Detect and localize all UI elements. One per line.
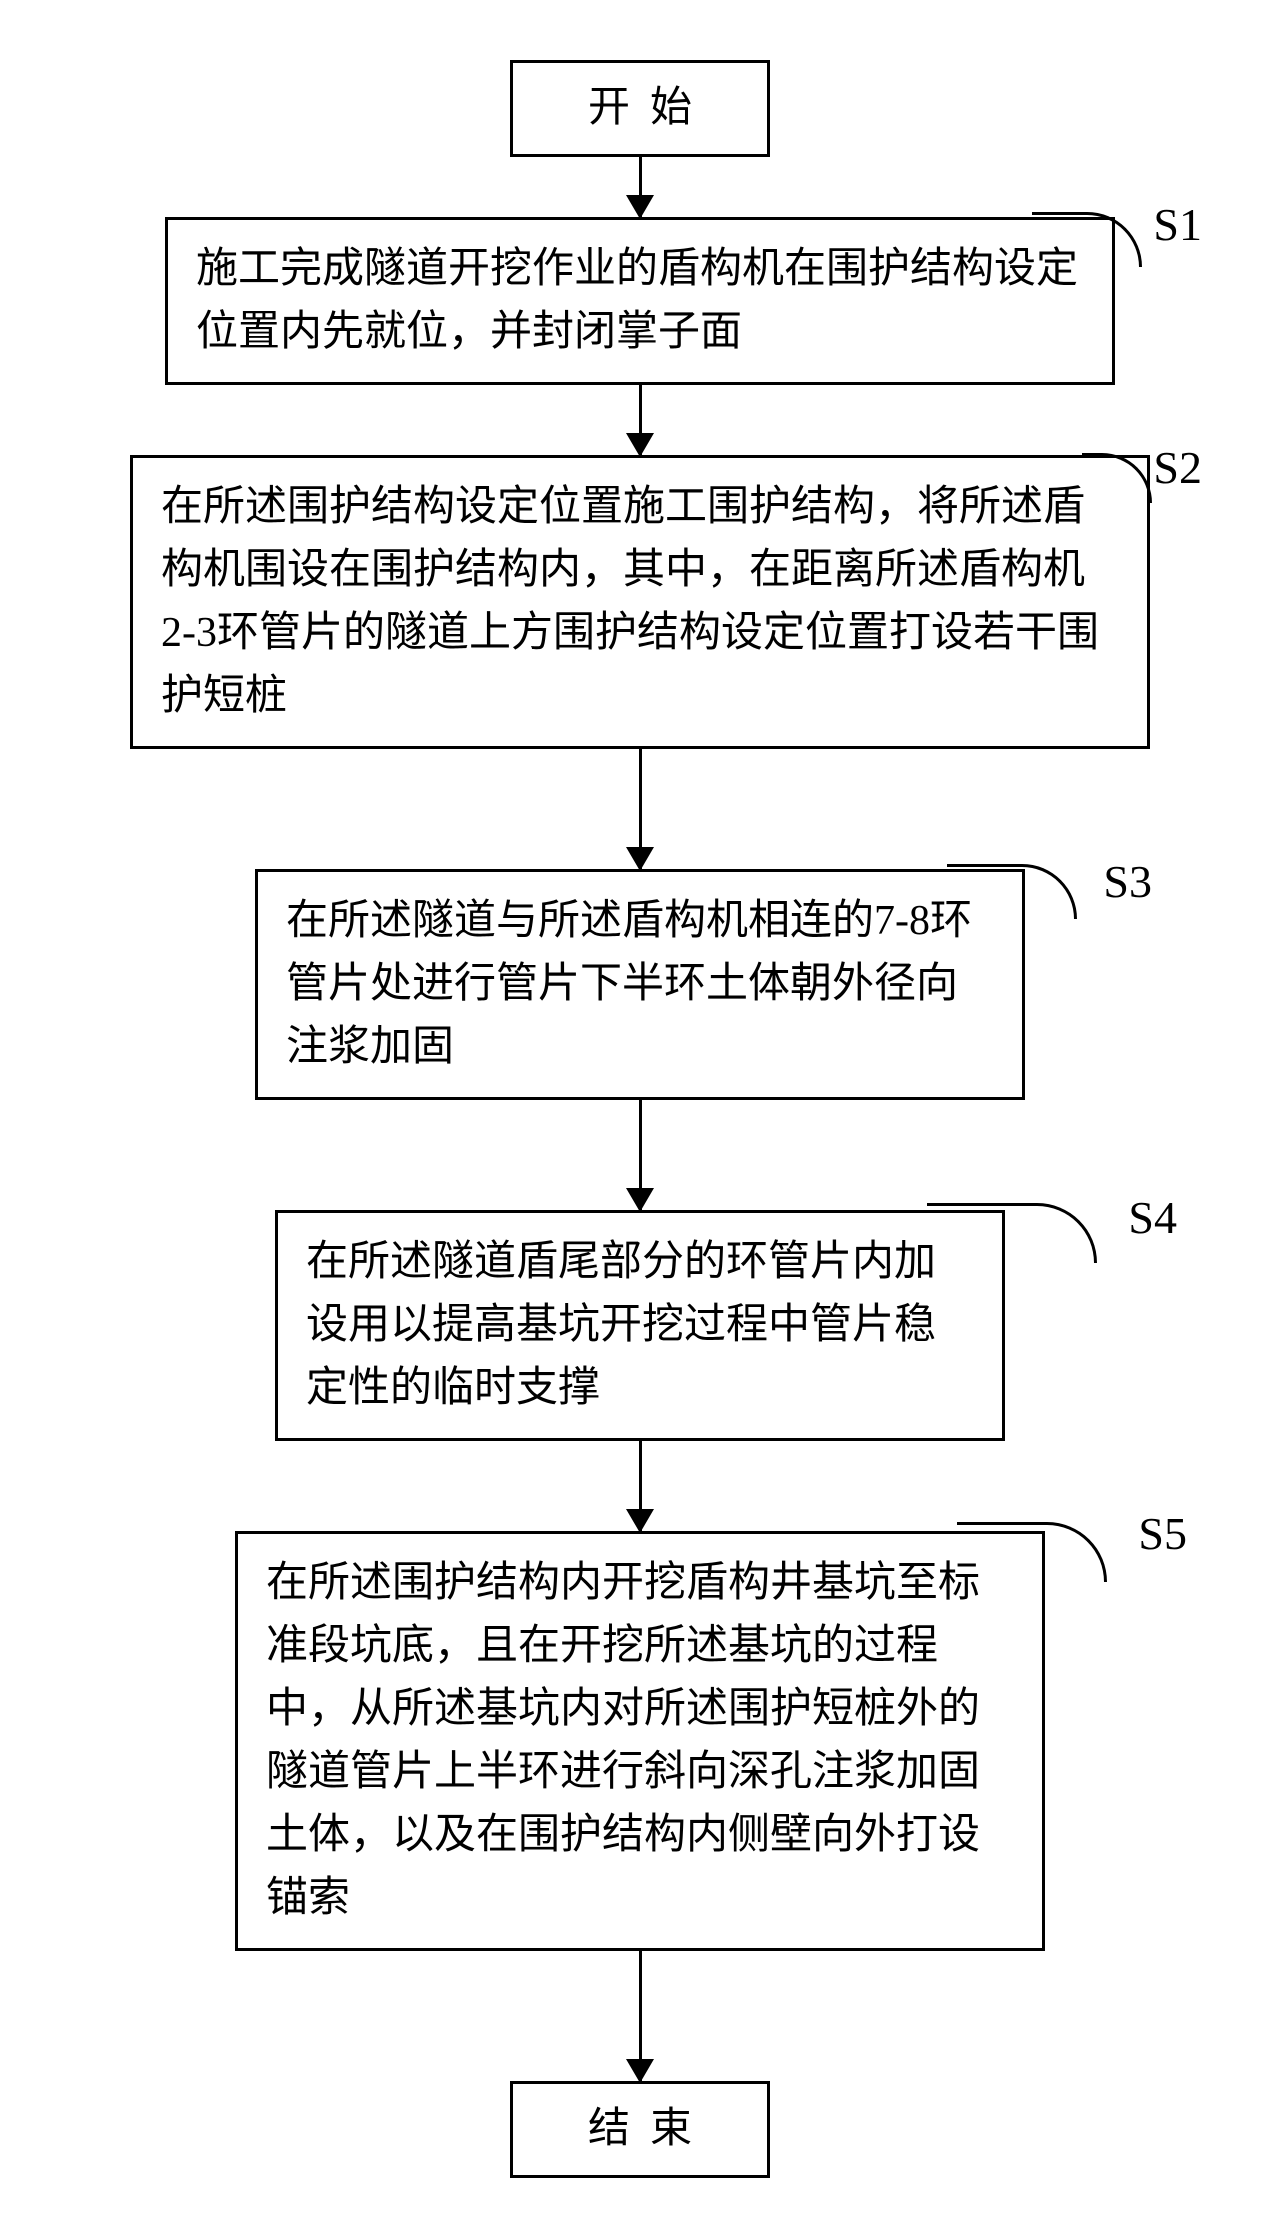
arrow-5: [639, 1951, 642, 2081]
s3-connector: [947, 864, 1077, 919]
step-s3-text: 在所述隧道与所述盾构机相连的7-8环管片处进行管片下半环土体朝外径向注浆加固: [286, 898, 972, 1070]
arrow-2: [639, 749, 642, 869]
end-node: 结束: [510, 2081, 770, 2178]
arrow-1: [639, 385, 642, 455]
step-s1: 施工完成隧道开挖作业的盾构机在围护结构设定位置内先就位，并封闭掌子面 S1: [165, 217, 1115, 385]
s4-connector: [927, 1203, 1097, 1263]
start-node: 开始: [510, 60, 770, 157]
step-s2: 在所述围护结构设定位置施工围护结构，将所述盾构机围设在围护结构内，其中，在距离所…: [130, 455, 1150, 749]
s3-label: S3: [1103, 847, 1152, 916]
s2-label: S2: [1153, 433, 1202, 502]
arrow-4: [639, 1441, 642, 1531]
s1-connector: [1032, 212, 1142, 267]
s5-label: S5: [1138, 1499, 1187, 1568]
step-s3: 在所述隧道与所述盾构机相连的7-8环管片处进行管片下半环土体朝外径向注浆加固 S…: [255, 869, 1025, 1100]
s5-connector: [957, 1522, 1107, 1582]
step-s4-text: 在所述隧道盾尾部分的环管片内加设用以提高基坑开挖过程中管片稳定性的临时支撑: [306, 1239, 936, 1411]
s4-label: S4: [1128, 1183, 1177, 1252]
step-s2-text: 在所述围护结构设定位置施工围护结构，将所述盾构机围设在围护结构内，其中，在距离所…: [161, 484, 1099, 719]
s1-label: S1: [1153, 190, 1202, 259]
arrow-3: [639, 1100, 642, 1210]
arrow-0: [639, 157, 642, 217]
flowchart-container: 开始 施工完成隧道开挖作业的盾构机在围护结构设定位置内先就位，并封闭掌子面 S1…: [115, 60, 1165, 2178]
s2-connector: [1082, 453, 1152, 503]
step-s5-text: 在所述围护结构内开挖盾构井基坑至标准段坑底，且在开挖所述基坑的过程中，从所述基坑…: [266, 1560, 980, 1921]
step-s1-text: 施工完成隧道开挖作业的盾构机在围护结构设定位置内先就位，并封闭掌子面: [196, 246, 1078, 355]
step-s4: 在所述隧道盾尾部分的环管片内加设用以提高基坑开挖过程中管片稳定性的临时支撑 S4: [275, 1210, 1005, 1441]
step-s5: 在所述围护结构内开挖盾构井基坑至标准段坑底，且在开挖所述基坑的过程中，从所述基坑…: [235, 1531, 1045, 1951]
